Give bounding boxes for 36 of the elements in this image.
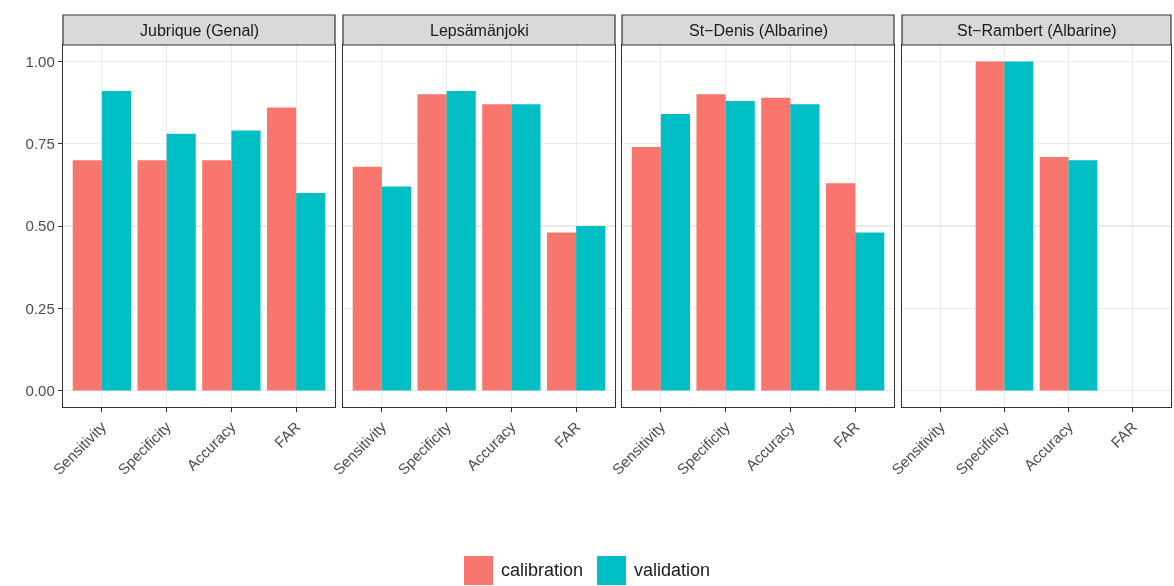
legend-label: calibration: [500, 560, 583, 581]
bar: [137, 160, 167, 391]
bar: [725, 100, 755, 391]
bar: [482, 104, 512, 391]
bar: [101, 91, 131, 391]
bar: [576, 226, 606, 391]
bar: [417, 94, 447, 391]
y-tick-label: 0.25: [25, 299, 55, 317]
bar: [267, 107, 297, 391]
bar: [511, 104, 541, 391]
y-tick-label: 0.00: [25, 381, 55, 399]
chart-title: St−Rambert (Albarine): [957, 22, 1117, 39]
bar: [446, 91, 476, 391]
x-tick-label: FAR: [1107, 418, 1141, 451]
bar: [547, 232, 577, 391]
chart-title: St−Denis (Albarine): [689, 22, 829, 39]
bar: [72, 160, 102, 391]
bar: [855, 232, 885, 391]
y-tick-label: 1.00: [25, 52, 55, 70]
bar: [166, 133, 196, 391]
bar: [660, 114, 690, 391]
bar: [202, 160, 232, 391]
bar: [826, 183, 856, 391]
bar: [352, 166, 382, 391]
bar: [231, 130, 261, 391]
bar: [790, 104, 820, 391]
bar: [631, 147, 661, 391]
y-tick-label: 0.75: [25, 134, 55, 152]
chart-title: Lepsämänjoki: [430, 22, 529, 39]
bar: [381, 186, 411, 391]
bar: [296, 193, 326, 391]
y-tick-label: 0.50: [25, 217, 55, 235]
bar: [761, 97, 791, 391]
legend-label: validation: [633, 560, 711, 581]
bar: [696, 94, 726, 391]
chart-title: Jubrique (Genal): [140, 22, 260, 39]
